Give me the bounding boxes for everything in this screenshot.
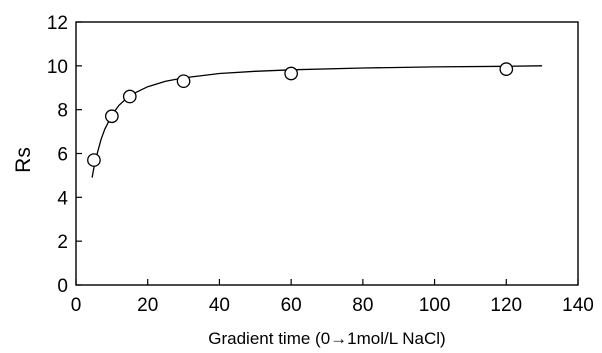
x-axis-label: Gradient time (0→1mol/L NaCl) xyxy=(208,329,445,348)
x-tick-label: 100 xyxy=(419,295,451,316)
series-layer xyxy=(87,62,543,178)
x-tick-label: 120 xyxy=(490,295,522,316)
data-point xyxy=(499,62,514,76)
y-tick-label: 2 xyxy=(57,232,68,253)
y-tick-label: 8 xyxy=(57,101,68,122)
y-tick-label: 0 xyxy=(57,276,68,297)
y-tick-label: 12 xyxy=(47,13,68,34)
data-point xyxy=(122,89,137,104)
y-tick-label: 10 xyxy=(47,57,68,78)
data-point xyxy=(176,74,191,89)
y-tick-label: 4 xyxy=(57,188,68,209)
data-point xyxy=(105,109,119,124)
x-tick-label: 80 xyxy=(352,295,373,316)
x-tick-label: 40 xyxy=(209,295,230,316)
x-tick-label: 0 xyxy=(71,295,82,316)
x-tick-label: 20 xyxy=(137,295,158,316)
y-axis-label: Rs xyxy=(12,147,35,173)
fitted-curve xyxy=(91,65,543,178)
y-axis-ticks: 0 2 4 6 8 10 12 xyxy=(47,13,82,297)
x-axis-ticks: 0 20 40 60 80 100 120 140 xyxy=(71,279,594,316)
y-tick-label: 6 xyxy=(57,145,68,166)
x-tick-label: 60 xyxy=(281,295,302,316)
data-point xyxy=(284,66,298,81)
data-point xyxy=(87,153,101,167)
x-tick-label: 140 xyxy=(562,295,594,316)
plot-frame xyxy=(75,21,579,286)
